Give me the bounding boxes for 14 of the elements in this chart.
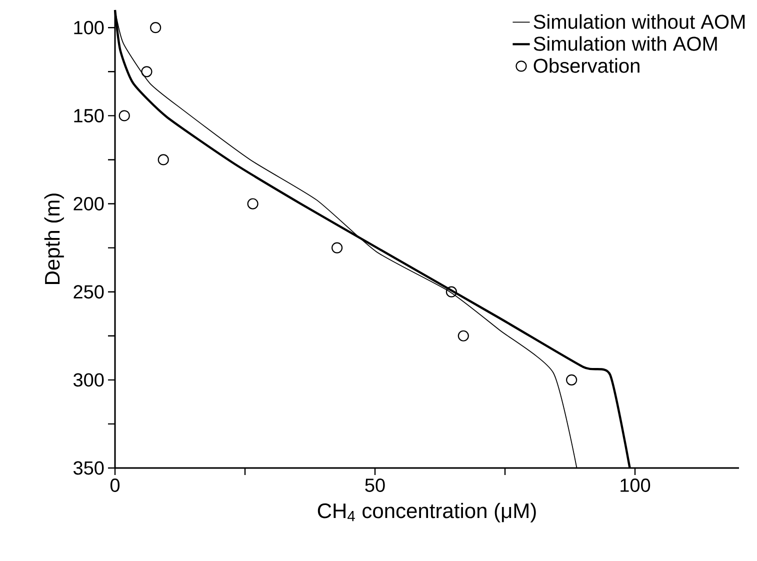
x-tick-label: 100 bbox=[620, 478, 650, 492]
legend-label: Simulation without AOM bbox=[534, 14, 745, 29]
y-tick-label: 100 bbox=[74, 20, 104, 34]
y-tick-label: 150 bbox=[74, 108, 104, 122]
x-tick-label: 50 bbox=[365, 478, 385, 492]
y-tick-label: 200 bbox=[74, 197, 104, 210]
legend-label: Observation bbox=[534, 58, 640, 73]
y-tick-label: 300 bbox=[73, 373, 104, 387]
legend-label: Simulation with AOM bbox=[534, 36, 717, 51]
y-tick-label: 350 bbox=[73, 461, 104, 475]
x-tick-label: 0 bbox=[110, 478, 120, 492]
y-axis-title: Depth (m) bbox=[44, 194, 64, 284]
x-axis-title: CH$_{4}$ concentration (μM) bbox=[318, 502, 536, 522]
y-tick-label: 250 bbox=[74, 285, 104, 299]
